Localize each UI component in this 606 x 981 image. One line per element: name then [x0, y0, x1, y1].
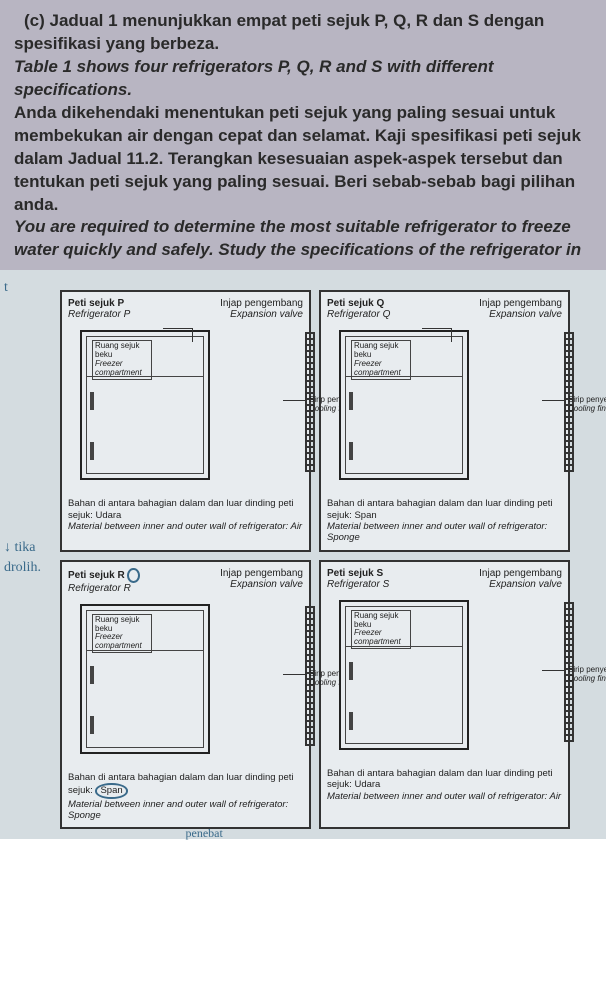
freezer-label-s: Ruang sejuk beku Freezer compartment [351, 610, 411, 649]
handle-icon [90, 716, 94, 734]
cell-q: Peti sejuk Q Refrigerator Q Injap pengem… [319, 290, 570, 552]
q-p2-ms: Anda dikehendaki menentukan peti sejuk y… [14, 103, 581, 214]
fridge-r-icon: Ruang sejuk beku Freezer compartment [80, 604, 210, 754]
q-p2-en: You are required to determine the most s… [14, 217, 581, 259]
handle-icon [349, 392, 353, 410]
refrigerator-grid: Peti sejuk P Refrigerator P Injap pengem… [60, 290, 570, 829]
valve-q-en: Expansion valve [449, 309, 562, 320]
title-p-ms: Peti sejuk P [68, 298, 181, 309]
cell-r: Peti sejuk R Refrigerator R Injap pengem… [60, 560, 311, 830]
title-r-ms: Peti sejuk R [68, 568, 181, 583]
fin-label-s: Sirip penyejuk Cooling fin [568, 666, 606, 684]
handle-icon [349, 712, 353, 730]
cell-p: Peti sejuk P Refrigerator P Injap pengem… [60, 290, 311, 552]
cell-s: Peti sejuk S Refrigerator S Injap pengem… [319, 560, 570, 830]
valve-q-ms: Injap pengembang [449, 298, 562, 309]
question-block: (c) Jadual 1 menunjukkan empat peti seju… [0, 0, 606, 270]
title-r-en: Refrigerator R [68, 583, 181, 594]
fin-line-icon [542, 670, 564, 671]
freezer-label-r: Ruang sejuk beku Freezer compartment [92, 614, 152, 653]
circled-r-icon [127, 568, 140, 583]
valve-s-en: Expansion valve [449, 579, 562, 590]
fin-line-icon [283, 400, 305, 401]
fin-line-icon [542, 400, 564, 401]
fridge-s-icon: Ruang sejuk beku Freezer compartment [339, 600, 469, 750]
handle-icon [349, 442, 353, 460]
valve-p-ms: Injap pengembang [190, 298, 303, 309]
circled-span-icon: Span [95, 783, 127, 798]
title-p-en: Refrigerator P [68, 309, 181, 320]
title-s-en: Refrigerator S [327, 579, 440, 590]
freezer-label-q: Ruang sejuk beku Freezer compartment [351, 340, 411, 379]
material-r: Bahan di antara bahagian dalam dan luar … [68, 772, 303, 822]
valve-r-en: Expansion valve [190, 579, 303, 590]
title-q-en: Refrigerator Q [327, 309, 440, 320]
q-p1-ms: Jadual 1 menunjukkan empat peti sejuk P,… [14, 11, 544, 53]
q-p1-en: Table 1 shows four refrigerators P, Q, R… [14, 57, 494, 99]
diagram-area: t ↓ tika drolih. Peti sejuk P Refrigerat… [0, 270, 606, 839]
margin-note-t: t [4, 280, 8, 296]
material-p: Bahan di antara bahagian dalam dan luar … [68, 498, 303, 532]
fridge-p-icon: Ruang sejuk beku Freezer compartment [80, 330, 210, 480]
freezer-label-p: Ruang sejuk beku Freezer compartment [92, 340, 152, 379]
question-label: (c) [24, 11, 45, 30]
material-s: Bahan di antara bahagian dalam dan luar … [327, 768, 562, 802]
valve-line-icon [422, 328, 452, 342]
title-s-ms: Peti sejuk S [327, 568, 440, 579]
fin-line-icon [283, 674, 305, 675]
valve-s-ms: Injap pengembang [449, 568, 562, 579]
fridge-q-icon: Ruang sejuk beku Freezer compartment [339, 330, 469, 480]
valve-line-icon [163, 328, 193, 342]
title-q-ms: Peti sejuk Q [327, 298, 440, 309]
material-q: Bahan di antara bahagian dalam dan luar … [327, 498, 562, 544]
fin-label-q: Sirip penyejuk Cooling fin [568, 396, 606, 414]
handle-icon [90, 442, 94, 460]
margin-note-tika: ↓ tika [4, 540, 36, 556]
valve-p-en: Expansion valve [190, 309, 303, 320]
valve-r-ms: Injap pengembang [190, 568, 303, 579]
handle-icon [349, 662, 353, 680]
margin-note-drolih: drolih. [4, 560, 41, 576]
handle-icon [90, 666, 94, 684]
handwritten-penebat: penebat [186, 826, 223, 841]
handle-icon [90, 392, 94, 410]
